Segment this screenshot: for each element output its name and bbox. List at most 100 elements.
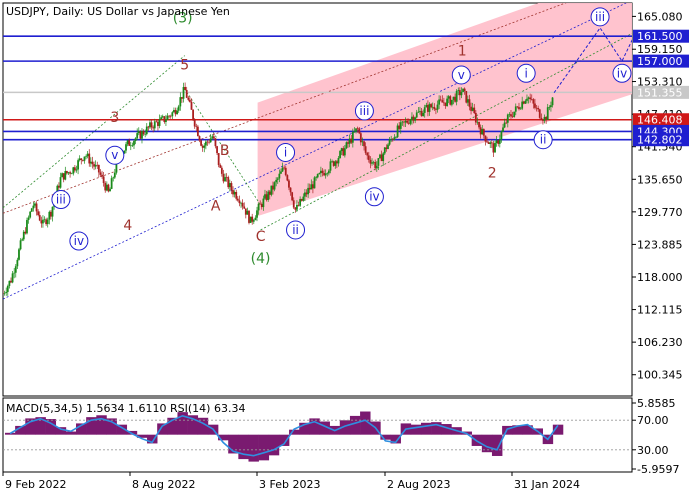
candle-body bbox=[438, 99, 441, 105]
candle-body bbox=[37, 211, 40, 216]
wave-circle-label: ii bbox=[292, 223, 299, 237]
dotted-trend-line bbox=[184, 88, 261, 206]
candle-body bbox=[149, 122, 151, 128]
level-price-box bbox=[633, 113, 689, 127]
candle-body bbox=[316, 173, 319, 178]
candle-body bbox=[137, 131, 140, 134]
macd-histogram-bar bbox=[481, 434, 493, 453]
candle-body bbox=[168, 115, 171, 117]
candle-body bbox=[161, 116, 164, 118]
candle-body bbox=[18, 249, 20, 260]
candle-body bbox=[246, 210, 249, 215]
candle-body bbox=[153, 121, 156, 129]
candle-body bbox=[104, 183, 107, 191]
candle-body bbox=[109, 188, 111, 192]
trend-channel bbox=[257, 3, 632, 217]
candle-body bbox=[358, 128, 361, 134]
candle-body bbox=[289, 187, 292, 193]
candle-body bbox=[543, 116, 546, 121]
candle-body bbox=[45, 219, 48, 225]
candle-body bbox=[72, 167, 75, 174]
macd-histogram-bar bbox=[360, 411, 371, 435]
candle-body bbox=[134, 138, 137, 141]
candle-body bbox=[13, 272, 16, 274]
level-price-box bbox=[633, 133, 689, 147]
candle-body bbox=[372, 161, 375, 163]
candle-body bbox=[284, 167, 287, 176]
candle-body bbox=[457, 90, 460, 91]
candle-body bbox=[10, 280, 12, 283]
candle-body bbox=[542, 119, 544, 121]
candle-body bbox=[262, 198, 265, 208]
macd-histogram-bar bbox=[116, 424, 128, 435]
candle-body bbox=[105, 184, 108, 191]
candle-body bbox=[101, 174, 103, 177]
candle-body bbox=[254, 217, 257, 221]
candle-body bbox=[401, 121, 404, 123]
candle-body bbox=[165, 119, 167, 122]
x-tick-label: 31 Jan 2024 bbox=[514, 478, 580, 491]
macd-histogram-bar bbox=[410, 424, 422, 435]
candle-body bbox=[366, 152, 369, 156]
candle-body bbox=[551, 97, 554, 106]
candle-body bbox=[270, 185, 273, 195]
candle-body bbox=[510, 114, 512, 117]
wave-circle bbox=[516, 63, 536, 83]
candle-body bbox=[43, 219, 46, 220]
candle-body bbox=[435, 109, 437, 110]
candle-body bbox=[35, 203, 38, 212]
candle-body bbox=[447, 96, 450, 99]
candle-body bbox=[200, 140, 202, 146]
candle-body bbox=[371, 162, 373, 164]
level-price-label: 151.355 bbox=[637, 86, 683, 99]
macd-histogram-bar bbox=[299, 422, 310, 435]
candle-body bbox=[522, 101, 525, 104]
macd-histogram-bar bbox=[390, 434, 401, 444]
wave-circle bbox=[533, 130, 553, 150]
candle-body bbox=[398, 125, 401, 129]
candle-body bbox=[484, 135, 487, 142]
candle-body bbox=[174, 109, 177, 115]
candle-body bbox=[113, 172, 116, 178]
candle-body bbox=[212, 136, 215, 139]
wave-label: (3) bbox=[173, 10, 193, 26]
candle-body bbox=[487, 142, 490, 144]
candle-body bbox=[382, 153, 385, 162]
candle-body bbox=[332, 161, 335, 166]
macd-histogram-bar bbox=[167, 417, 178, 435]
candle-body bbox=[348, 138, 351, 144]
candle-body bbox=[296, 204, 298, 210]
wave-circle-label: i bbox=[524, 66, 527, 80]
candle-body bbox=[5, 291, 8, 293]
macd-histogram-bar bbox=[45, 419, 57, 435]
candle-body bbox=[219, 164, 222, 168]
candle-body bbox=[145, 126, 148, 135]
candle-body bbox=[441, 100, 444, 103]
candle-body bbox=[21, 239, 24, 241]
candle-body bbox=[184, 87, 187, 90]
x-tick-label: 2 Aug 2023 bbox=[387, 478, 450, 491]
y-tick-label: 118.000 bbox=[637, 271, 683, 284]
candle-body bbox=[433, 106, 436, 110]
macd-histogram-bar bbox=[238, 434, 249, 460]
candle-body bbox=[144, 134, 147, 135]
wave-circle bbox=[451, 65, 471, 85]
candle-body bbox=[367, 155, 370, 160]
chart-title: USDJPY, Daily: US Dollar vs Japanese Yen bbox=[6, 5, 230, 18]
candle-body bbox=[505, 122, 508, 124]
x-tick-label: 8 Aug 2022 bbox=[132, 478, 195, 491]
candle-body bbox=[385, 147, 388, 150]
candle-body bbox=[516, 106, 519, 108]
candle-body bbox=[176, 110, 179, 115]
candle-body bbox=[449, 96, 452, 105]
candle-body bbox=[265, 194, 268, 200]
candle-body bbox=[388, 139, 391, 145]
candle-body bbox=[126, 140, 129, 145]
candle-body bbox=[324, 173, 327, 176]
macd-histogram-bar bbox=[197, 417, 209, 435]
candle-body bbox=[526, 98, 528, 101]
candle-body bbox=[73, 167, 76, 171]
wave-circle bbox=[612, 63, 632, 83]
candle-body bbox=[390, 139, 393, 140]
candle-body bbox=[286, 175, 289, 181]
